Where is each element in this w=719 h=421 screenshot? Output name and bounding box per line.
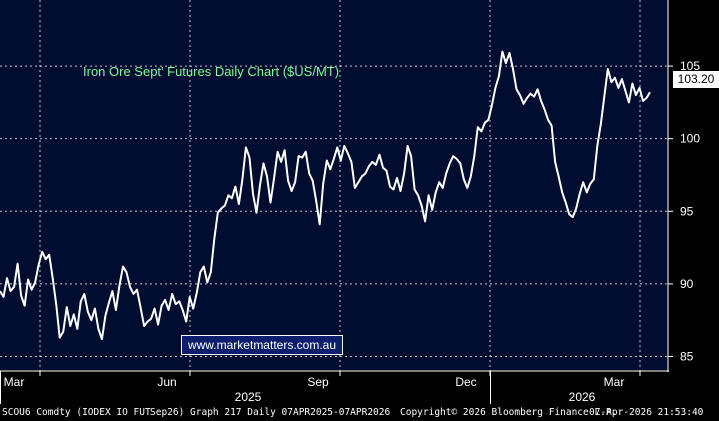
year-label: 2026 — [569, 390, 596, 404]
last-price-label: 103.20 — [673, 71, 719, 88]
footer-range: Sep26) Graph 217 Daily 07APR2025-07APR20… — [150, 407, 391, 418]
x-tick-label: Mar — [4, 375, 25, 389]
y-tick-label: 105 — [680, 59, 700, 73]
footer-ticker: SCOU6 Comdty (IODEX IO FUT — [2, 407, 151, 418]
footer-copyright: Copyright© 2026 Bloomberg Finance L.P. — [400, 407, 618, 418]
y-tick-label: 90 — [680, 277, 694, 291]
watermark-link[interactable]: www.marketmatters.com.au — [181, 335, 343, 355]
x-tick-label: Mar — [604, 375, 625, 389]
grid-lines — [0, 0, 668, 371]
y-tick-label: 85 — [680, 349, 694, 363]
x-tick-label: Dec — [455, 375, 476, 389]
x-tick-label: Sep — [307, 375, 329, 389]
chart-title: Iron Ore Sept' Futures Daily Chart ($US/… — [83, 64, 339, 79]
price-chart: 85 90 95 100 105 Mar Jun Sep Dec Mar 2025 2026 Iro… — [0, 0, 700, 404]
price-series-line — [0, 50, 651, 341]
footer-timestamp: 07-Apr-2026 21:53:40 — [589, 407, 704, 418]
x-axis-ticks: Mar Jun Sep Dec Mar 2025 2026 — [0, 371, 641, 404]
y-axis-ticks: 85 90 95 100 105 — [668, 59, 700, 363]
year-label: 2025 — [235, 390, 262, 404]
x-tick-label: Jun — [157, 375, 176, 389]
y-tick-label: 95 — [680, 204, 694, 218]
y-tick-label: 100 — [680, 132, 700, 146]
plot-background — [0, 0, 668, 370]
footer-bar: SCOU6 Comdty (IODEX IO FUT Sep26) Graph … — [0, 405, 719, 421]
